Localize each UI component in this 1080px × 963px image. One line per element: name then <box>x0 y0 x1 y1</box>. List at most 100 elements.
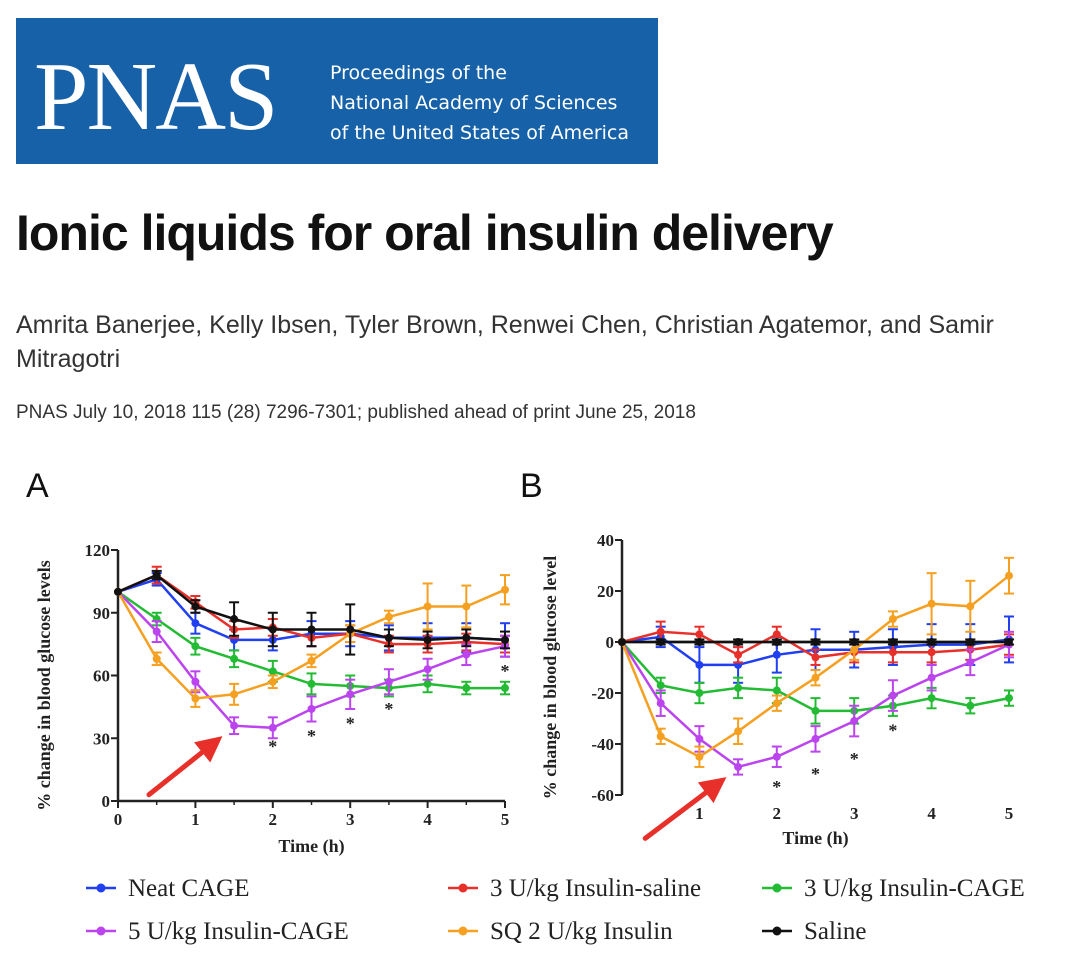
pb-sq-2-u-kg-insulin-point <box>811 673 820 682</box>
pb-sq-2-u-kg-insulin-point <box>850 645 859 654</box>
pb-y-axis-label: % change in blood glucose level <box>540 556 560 800</box>
pb-y-tick-label: -20 <box>591 684 614 703</box>
pb-3-u-kg-insulin-saline-point <box>695 630 704 639</box>
pb-5-u-kg-insulin-cage-point <box>927 673 936 682</box>
tagline-line-1: Proceedings of the <box>330 62 507 84</box>
pb-3-u-kg-insulin-cage-point <box>695 689 704 697</box>
pb-saline-point <box>927 638 936 646</box>
pa-saline-point <box>152 571 161 580</box>
pb-x-tick-label: 5 <box>1005 804 1014 823</box>
pb-3-u-kg-insulin-cage-point <box>1005 694 1013 703</box>
pb-5-u-kg-insulin-cage-point <box>811 734 820 743</box>
pa-significance-star: * <box>307 726 316 746</box>
pa-saline-point <box>230 615 239 624</box>
pb-sq-2-u-kg-insulin-point <box>772 699 781 708</box>
legend-neat-cage-item: Neat CAGE <box>86 875 250 902</box>
pa-x-tick-label: 4 <box>423 810 432 829</box>
legend-sq-2-u-kg-insulin-item: SQ 2 U/kg Insulin <box>448 918 673 945</box>
legend-5-u-kg-insulin-cage-item: 5 U/kg Insulin-CAGE <box>86 918 349 945</box>
legend-saline-label: Saline <box>804 918 867 945</box>
pa-y-axis-label: % change in blood glucose levels <box>34 560 54 811</box>
pb-3-u-kg-insulin-saline-point <box>888 648 897 657</box>
legend-3-u-kg-insulin-cage-label: 3 U/kg Insulin-CAGE <box>804 875 1025 902</box>
pa-saline-point <box>346 625 355 634</box>
pb-significance-star: * <box>850 749 859 769</box>
pb-x-tick-label: 4 <box>927 804 936 823</box>
paper-citation: PNAS July 10, 2018 115 (28) 7296-7301; p… <box>16 402 696 423</box>
paper-authors: Amrita Banerjee, Kelly Ibsen, Tyler Brow… <box>16 311 994 373</box>
pa-saline-point <box>114 587 122 596</box>
pb-5-u-kg-insulin-cage-point <box>656 699 665 708</box>
pb-saline-point <box>734 638 743 646</box>
pb-x-axis-label: Time (h) <box>782 828 848 849</box>
legend-saline-swatch-marker <box>772 926 782 936</box>
pb-arrow-head <box>697 777 727 804</box>
pa-sq-2-u-kg-insulin-point <box>423 602 432 611</box>
pb-x-tick-label: 2 <box>773 804 782 823</box>
pb-saline-point <box>656 638 665 646</box>
pb-saline-point <box>695 638 704 646</box>
tagline-line-3: of the United States of America <box>330 122 629 144</box>
pa-sq-2-u-kg-insulin-point <box>307 656 316 665</box>
pb-5-u-kg-insulin-cage-point <box>888 691 897 700</box>
pb-3-u-kg-insulin-saline-point <box>734 650 743 659</box>
pa-saline-point <box>462 633 471 642</box>
pa-significance-star: * <box>501 661 510 681</box>
legend-3-u-kg-insulin-saline-swatch-marker <box>458 883 468 893</box>
pb-saline-point <box>811 638 820 646</box>
pb-3-u-kg-insulin-cage-point <box>927 694 936 703</box>
pb-5-u-kg-insulin-cage-point <box>772 752 781 761</box>
pb-significance-star: * <box>888 721 897 741</box>
pa-5-u-kg-insulin-cage-point <box>346 690 355 699</box>
pa-sq-2-u-kg-insulin-point <box>501 585 509 594</box>
pb-sq-2-u-kg-insulin-point <box>695 752 704 761</box>
pa-saline-point <box>307 625 316 634</box>
journal-logo: PNAS <box>34 43 279 151</box>
pa-sq-2-u-kg-insulin-point <box>384 612 393 621</box>
pa-y-tick-label: 120 <box>85 541 111 560</box>
pa-saline-series <box>114 569 510 656</box>
pb-sq-2-u-kg-insulin-point <box>927 599 936 608</box>
pa-3-u-kg-insulin-cage-point <box>268 667 277 676</box>
pa-y-tick-label: 30 <box>93 729 110 748</box>
pa-sq-2-u-kg-insulin-series <box>114 574 510 708</box>
pb-saline-point <box>966 638 975 646</box>
pa-arrow-shaft <box>146 749 205 798</box>
pa-saline-point <box>384 633 393 642</box>
legend-neat-cage-label: Neat CAGE <box>128 875 250 902</box>
pb-saline-point <box>850 638 859 646</box>
pa-saline-point <box>423 635 432 644</box>
pa-neat-cage-point <box>191 619 200 628</box>
pa-significance-star: * <box>268 737 277 757</box>
pb-red-arrow <box>642 777 727 841</box>
journal-banner: PNAS Proceedings of the National Academy… <box>16 18 658 164</box>
pb-y-tick-label: -40 <box>591 735 614 754</box>
pa-y-tick-label: 90 <box>93 604 110 623</box>
pa-sq-2-u-kg-insulin-point <box>230 690 239 699</box>
pb-saline-point <box>888 638 897 646</box>
pb-5-u-kg-insulin-cage-point <box>695 734 704 743</box>
pb-saline-point <box>1005 638 1013 646</box>
pb-sq-2-u-kg-insulin-point <box>966 602 975 611</box>
pb-y-tick-label: -60 <box>591 786 614 805</box>
pb-3-u-kg-insulin-cage-point <box>772 686 781 695</box>
pb-y-tick-label: 0 <box>606 633 615 652</box>
legend-neat-cage-swatch-marker <box>96 883 106 893</box>
pa-saline-point <box>501 635 509 644</box>
pb-significance-star: * <box>772 777 781 797</box>
pb-3-u-kg-insulin-saline-point <box>772 630 781 639</box>
panel-letter-a: A <box>26 467 49 505</box>
pb-sq-2-u-kg-insulin-point <box>656 732 665 741</box>
pa-arrow-head <box>194 736 223 763</box>
pa-sq-2-u-kg-insulin-point <box>268 677 277 686</box>
pa-3-u-kg-insulin-cage-point <box>230 654 239 663</box>
pb-arrow-shaft <box>642 790 709 841</box>
pb-5-u-kg-insulin-cage-point <box>734 762 743 771</box>
pb-5-u-kg-insulin-cage-point <box>966 658 975 667</box>
pa-significance-star: * <box>384 699 393 719</box>
pb-3-u-kg-insulin-saline-point <box>656 627 665 636</box>
pb-x-tick-label: 1 <box>695 804 704 823</box>
pa-x-tick-label: 5 <box>501 810 510 829</box>
pa-y-tick-label: 0 <box>102 792 111 811</box>
